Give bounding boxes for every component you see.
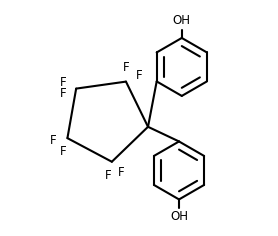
- Text: F: F: [60, 76, 66, 89]
- Text: F: F: [60, 87, 66, 100]
- Text: F: F: [118, 166, 124, 179]
- Text: OH: OH: [170, 210, 188, 223]
- Text: F: F: [50, 134, 57, 147]
- Text: F: F: [105, 169, 111, 182]
- Text: OH: OH: [173, 14, 191, 27]
- Text: F: F: [59, 145, 66, 158]
- Text: F: F: [123, 61, 129, 74]
- Text: F: F: [136, 69, 142, 82]
